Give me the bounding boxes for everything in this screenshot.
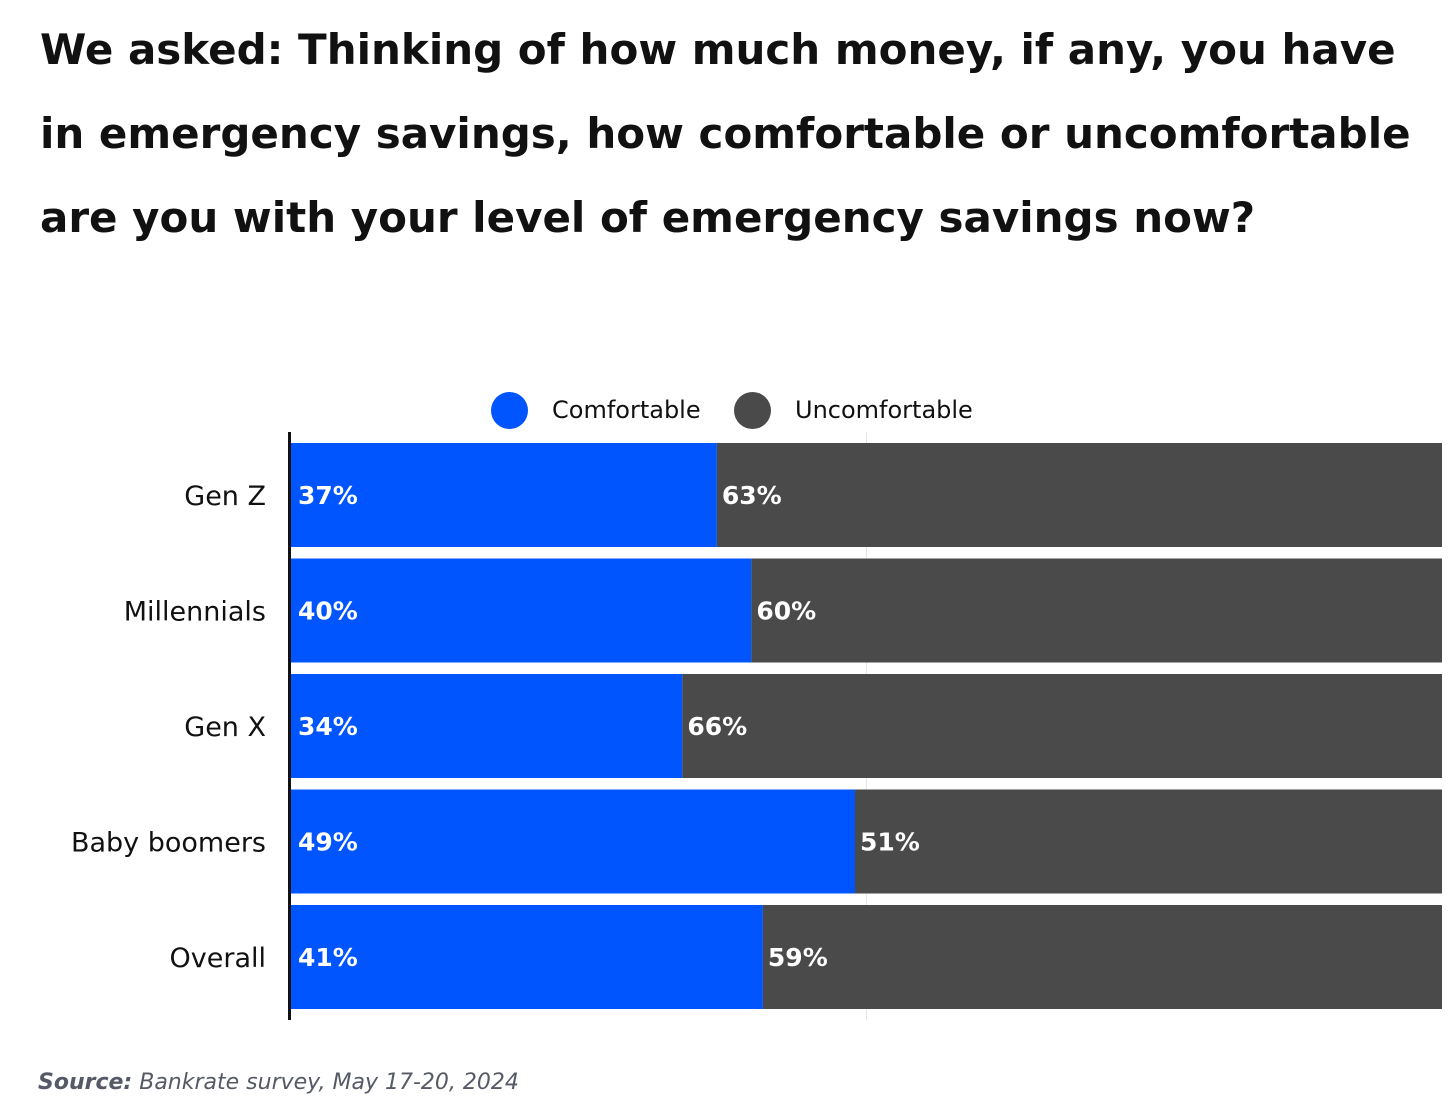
category-label-gen-z: Gen Z <box>184 481 266 512</box>
category-label-millennials: Millennials <box>124 597 266 628</box>
legend-item-comfortable: Comfortable <box>491 390 701 430</box>
bar-baby-boomers-uncomfortable <box>854 789 1442 894</box>
bar-millennials-uncomfortable <box>751 558 1442 663</box>
category-label-overall: Overall <box>170 943 267 974</box>
bar-overall-comfortable <box>291 905 763 1009</box>
legend: Comfortable Uncomfortable <box>0 390 1456 430</box>
legend-item-uncomfortable: Uncomfortable <box>734 390 973 430</box>
bar-gen-x-uncomfortable <box>682 674 1442 778</box>
data-label-baby-boomers-uncomfortable: 51% <box>860 828 920 857</box>
bar-overall-uncomfortable <box>762 905 1442 1009</box>
data-label-overall-comfortable: 41% <box>298 943 358 972</box>
chart-title: We asked: Thinking of how much money, if… <box>40 25 1411 242</box>
data-label-baby-boomers-comfortable: 49% <box>298 828 358 857</box>
source-text: Bankrate survey, May 17-20, 2024 <box>139 1070 519 1095</box>
data-label-millennials-uncomfortable: 60% <box>756 597 816 626</box>
source-label: Source: <box>38 1070 133 1095</box>
bar-gen-z-uncomfortable <box>716 443 1442 547</box>
data-label-gen-z-uncomfortable: 63% <box>722 481 782 510</box>
bar-gen-x-comfortable <box>291 674 683 778</box>
bar-gen-z-comfortable <box>291 443 717 547</box>
data-label-overall-uncomfortable: 59% <box>768 943 828 972</box>
category-label-baby-boomers: Baby boomers <box>71 828 266 859</box>
bar-baby-boomers-comfortable <box>291 789 855 894</box>
legend-label-comfortable: Comfortable <box>552 396 701 424</box>
bar-millennials-comfortable <box>291 558 752 663</box>
data-label-gen-x-uncomfortable: 66% <box>687 712 747 741</box>
legend-label-uncomfortable: Uncomfortable <box>795 396 973 424</box>
category-label-gen-x: Gen X <box>184 712 266 743</box>
legend-swatch-uncomfortable <box>734 391 771 429</box>
data-label-millennials-comfortable: 40% <box>298 597 358 626</box>
data-label-gen-x-comfortable: 34% <box>298 712 358 741</box>
source-note: Source: Bankrate survey, May 17-20, 2024 <box>38 1070 519 1095</box>
data-label-gen-z-comfortable: 37% <box>298 481 358 510</box>
legend-swatch-comfortable <box>491 391 528 429</box>
